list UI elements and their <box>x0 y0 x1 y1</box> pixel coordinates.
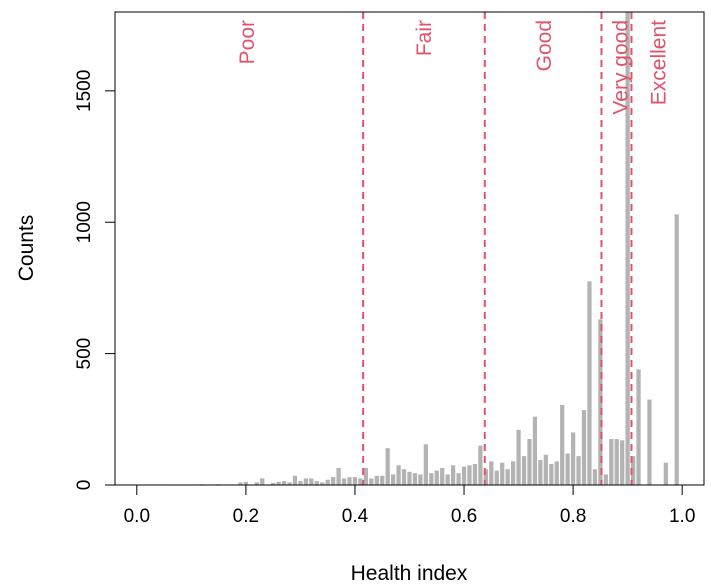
category-label: Very good <box>609 20 632 115</box>
histogram-bar <box>614 439 619 485</box>
y-tick-label: 0 <box>74 480 95 491</box>
histogram-bar <box>516 429 521 485</box>
x-axis: 0.0 0.2 0.4 0.6 0.8 1.0 <box>124 484 695 527</box>
histogram-bar <box>385 448 390 485</box>
histogram-bar <box>510 461 516 485</box>
histogram-bar <box>456 473 461 485</box>
histogram-bar <box>423 444 428 485</box>
x-tick-label: 0.2 <box>233 506 259 527</box>
histogram-bar <box>331 477 336 485</box>
y-axis: 0 500 1000 1500 <box>74 70 116 491</box>
histogram-bar <box>309 478 314 485</box>
histogram-bar <box>325 479 330 485</box>
y-tick-label: 500 <box>74 338 95 370</box>
histogram-bar <box>429 473 434 485</box>
category-cutoff-lines <box>362 12 633 485</box>
histogram-bar <box>418 474 423 485</box>
histogram-bar <box>581 410 587 485</box>
histogram-bar <box>543 454 548 485</box>
histogram-bar <box>391 474 396 485</box>
histogram-bar <box>483 469 488 485</box>
histogram-bar <box>292 475 298 485</box>
histogram-bar <box>254 482 259 485</box>
histogram-bar <box>440 467 445 485</box>
histogram-bar <box>549 463 554 485</box>
histogram-bar <box>494 470 499 485</box>
histogram-bar <box>576 456 581 485</box>
y-tick-label: 1000 <box>74 201 95 243</box>
histogram-bar <box>374 475 379 485</box>
histogram-bar <box>620 440 625 485</box>
category-label: Excellent <box>648 20 671 105</box>
histogram-bar <box>303 478 309 485</box>
histogram-bar <box>663 462 668 485</box>
histogram-bar <box>592 469 598 485</box>
histogram-bar <box>445 474 450 485</box>
histogram-bar <box>260 478 265 485</box>
histogram-bar <box>314 481 319 485</box>
histogram-bar <box>412 473 418 485</box>
histogram-bar <box>467 465 472 485</box>
histogram-bar <box>238 482 243 485</box>
histogram-bar <box>243 481 249 485</box>
x-tick-label: 0.8 <box>560 506 586 527</box>
histogram-bar <box>451 465 456 485</box>
histogram-bar <box>538 460 543 485</box>
histogram-bar <box>532 416 538 485</box>
category-labels: Poor Fair Good Very good Excellent <box>236 20 671 115</box>
histogram-bar <box>609 439 614 485</box>
histogram-bar <box>298 481 303 485</box>
histogram-bars <box>167 12 679 486</box>
histogram-bar <box>570 432 576 485</box>
histogram-bar <box>500 462 505 485</box>
histogram-bar <box>320 482 325 485</box>
histogram-bar <box>380 475 385 485</box>
category-label: Fair <box>413 20 436 56</box>
histogram-bar <box>478 445 483 485</box>
x-tick-label: 0.0 <box>124 506 150 527</box>
histogram-bar <box>401 469 407 485</box>
x-tick-label: 0.4 <box>342 506 369 527</box>
histogram-bar <box>336 467 341 485</box>
histogram-bar <box>489 461 494 485</box>
histogram-bar <box>276 481 281 485</box>
histogram-bar <box>281 481 287 485</box>
histogram-bar <box>625 12 630 485</box>
histogram-bar <box>554 461 559 485</box>
histogram-bar <box>396 465 401 485</box>
histogram-bar <box>505 469 510 485</box>
histogram-bar <box>461 466 467 485</box>
histogram-bar <box>369 478 374 485</box>
histogram-bar <box>287 482 292 485</box>
histogram-bar <box>347 477 352 485</box>
histogram-bar <box>341 478 347 485</box>
histogram-bar <box>630 456 636 485</box>
histogram-bar <box>352 477 358 485</box>
histogram-bar <box>674 214 679 486</box>
histogram-bar <box>521 456 527 485</box>
y-tick-label: 1500 <box>74 70 95 112</box>
histogram-bar <box>472 463 478 485</box>
histogram-bar <box>587 281 592 485</box>
category-label: Poor <box>236 20 259 64</box>
y-axis-title: Counts <box>15 215 38 282</box>
histogram-bar <box>527 439 532 485</box>
histogram-bar <box>565 453 570 485</box>
x-tick-label: 1.0 <box>669 506 695 527</box>
x-tick-label: 0.6 <box>451 506 477 527</box>
category-label: Good <box>533 20 556 71</box>
histogram-bar <box>636 369 641 485</box>
x-axis-title: Health index <box>351 562 468 585</box>
histogram-bar <box>407 471 412 485</box>
histogram-bar <box>271 482 276 485</box>
histogram-bar <box>434 470 439 485</box>
histogram-bar <box>560 404 565 485</box>
histogram-bar <box>358 478 363 485</box>
histogram-bar <box>598 319 603 485</box>
histogram-bar <box>363 467 368 485</box>
histogram-bar <box>647 399 652 485</box>
histogram-bar <box>603 474 608 485</box>
